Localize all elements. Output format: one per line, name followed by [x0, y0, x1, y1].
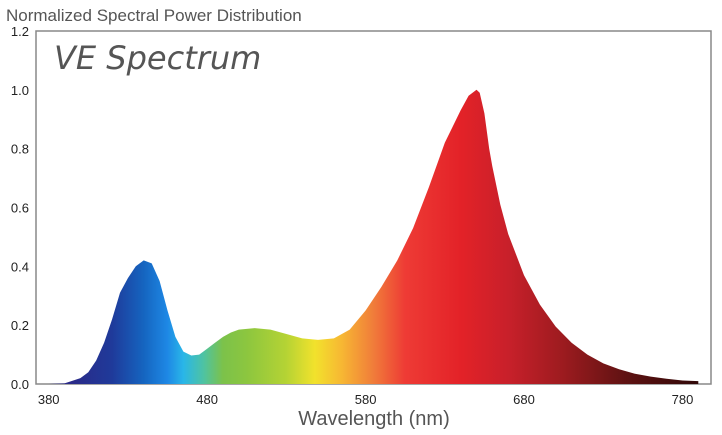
- chart-title: Normalized Spectral Power Distribution: [6, 6, 302, 25]
- y-tick-label: 0.0: [11, 377, 29, 392]
- y-tick-label: 1.2: [11, 24, 29, 39]
- x-tick-label: 780: [672, 392, 694, 407]
- spectrum-area: [48, 89, 699, 385]
- y-axis-ticks: 0.0 0.2 0.4 0.6 0.8 1.0 1.2: [11, 24, 29, 392]
- spectrum-name-label: VE Spectrum: [54, 39, 261, 77]
- y-tick-label: 0.6: [11, 201, 29, 216]
- y-tick-label: 0.4: [11, 259, 29, 274]
- x-tick-label: 480: [196, 392, 218, 407]
- y-tick-label: 1.0: [11, 83, 29, 98]
- y-tick-label: 0.8: [11, 142, 29, 157]
- y-tick-label: 0.2: [11, 318, 29, 333]
- x-tick-label: 380: [38, 392, 60, 407]
- x-tick-label: 580: [355, 392, 377, 407]
- x-axis-ticks: 380 480 580 680 780: [38, 392, 694, 407]
- x-tick-label: 680: [513, 392, 535, 407]
- x-axis-title: Wavelength (nm): [298, 408, 450, 430]
